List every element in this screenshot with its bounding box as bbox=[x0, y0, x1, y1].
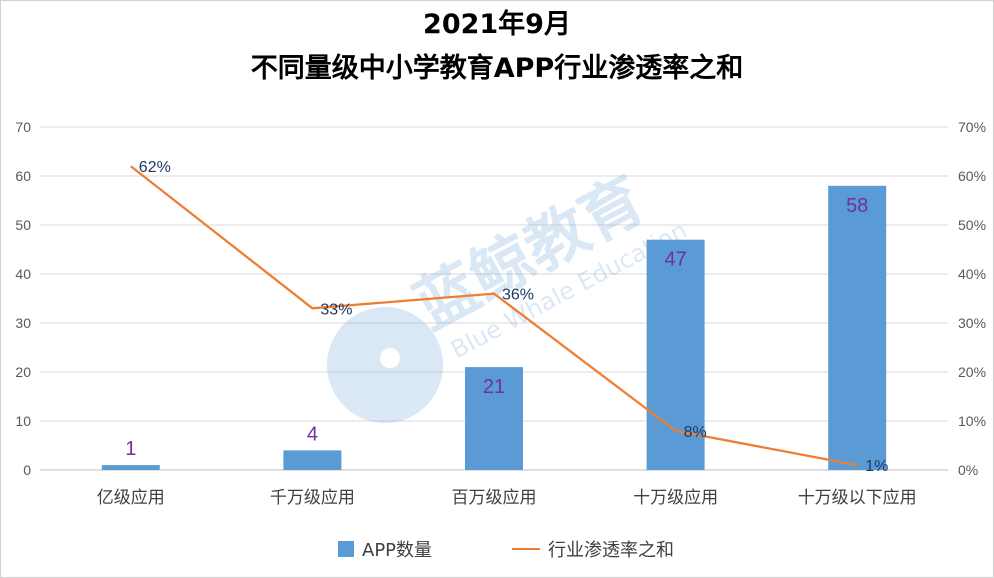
x-category-label: 亿级应用 bbox=[97, 488, 165, 508]
bar bbox=[465, 367, 523, 470]
y2-tick-label: 0% bbox=[958, 462, 978, 478]
y2-tick-label: 70% bbox=[958, 119, 986, 135]
bar-value-label: 58 bbox=[846, 195, 868, 217]
whale-logo-icon bbox=[327, 307, 443, 423]
legend-item-line: 行业渗透率之和 bbox=[512, 537, 674, 561]
y-tick-label: 40 bbox=[15, 266, 31, 282]
y-tick-label: 30 bbox=[15, 315, 31, 331]
legend-bar-swatch bbox=[338, 541, 354, 557]
bar-value-label: 47 bbox=[664, 249, 686, 271]
y-tick-label: 10 bbox=[15, 413, 31, 429]
legend-bar-label: APP数量 bbox=[362, 540, 433, 561]
y-tick-label: 50 bbox=[15, 217, 31, 233]
y-tick-label: 0 bbox=[23, 462, 31, 478]
bar bbox=[828, 185, 887, 471]
legend-line-swatch bbox=[512, 548, 540, 550]
chart-subtitle: 不同量级中小学教育APP行业渗透率之和 bbox=[250, 53, 744, 84]
bar bbox=[283, 450, 342, 470]
line-value-label: 8% bbox=[684, 424, 707, 441]
x-category-label: 千万级应用 bbox=[270, 488, 355, 508]
bar-value-label: 1 bbox=[125, 438, 136, 460]
y-tick-label: 70 bbox=[15, 119, 31, 135]
y-tick-label: 60 bbox=[15, 168, 31, 184]
line-series bbox=[130, 165, 858, 467]
line-value-label: 1% bbox=[865, 458, 888, 475]
y-tick-label: 20 bbox=[15, 364, 31, 380]
x-category-label: 十万级以下应用 bbox=[798, 488, 917, 508]
y2-tick-label: 60% bbox=[958, 168, 986, 184]
x-category-label: 十万级应用 bbox=[633, 488, 718, 508]
y2-tick-label: 20% bbox=[958, 364, 986, 380]
bar bbox=[101, 465, 160, 470]
whale-eye-icon bbox=[380, 348, 400, 368]
line-value-label: 36% bbox=[502, 287, 534, 304]
x-category-label: 百万级应用 bbox=[452, 488, 537, 508]
y2-tick-label: 10% bbox=[958, 413, 986, 429]
legend-item-bar: APP数量 bbox=[338, 537, 432, 561]
line-value-label: 62% bbox=[139, 159, 171, 176]
bar-value-label: 21 bbox=[483, 376, 505, 398]
y2-tick-label: 30% bbox=[958, 315, 986, 331]
bar-value-label: 4 bbox=[307, 423, 318, 445]
line-value-label: 33% bbox=[320, 301, 352, 318]
y2-tick-label: 50% bbox=[958, 217, 986, 233]
legend-line-label: 行业渗透率之和 bbox=[548, 540, 674, 561]
chart-title: 2021年9月 bbox=[423, 9, 571, 40]
y2-tick-label: 40% bbox=[958, 266, 986, 282]
